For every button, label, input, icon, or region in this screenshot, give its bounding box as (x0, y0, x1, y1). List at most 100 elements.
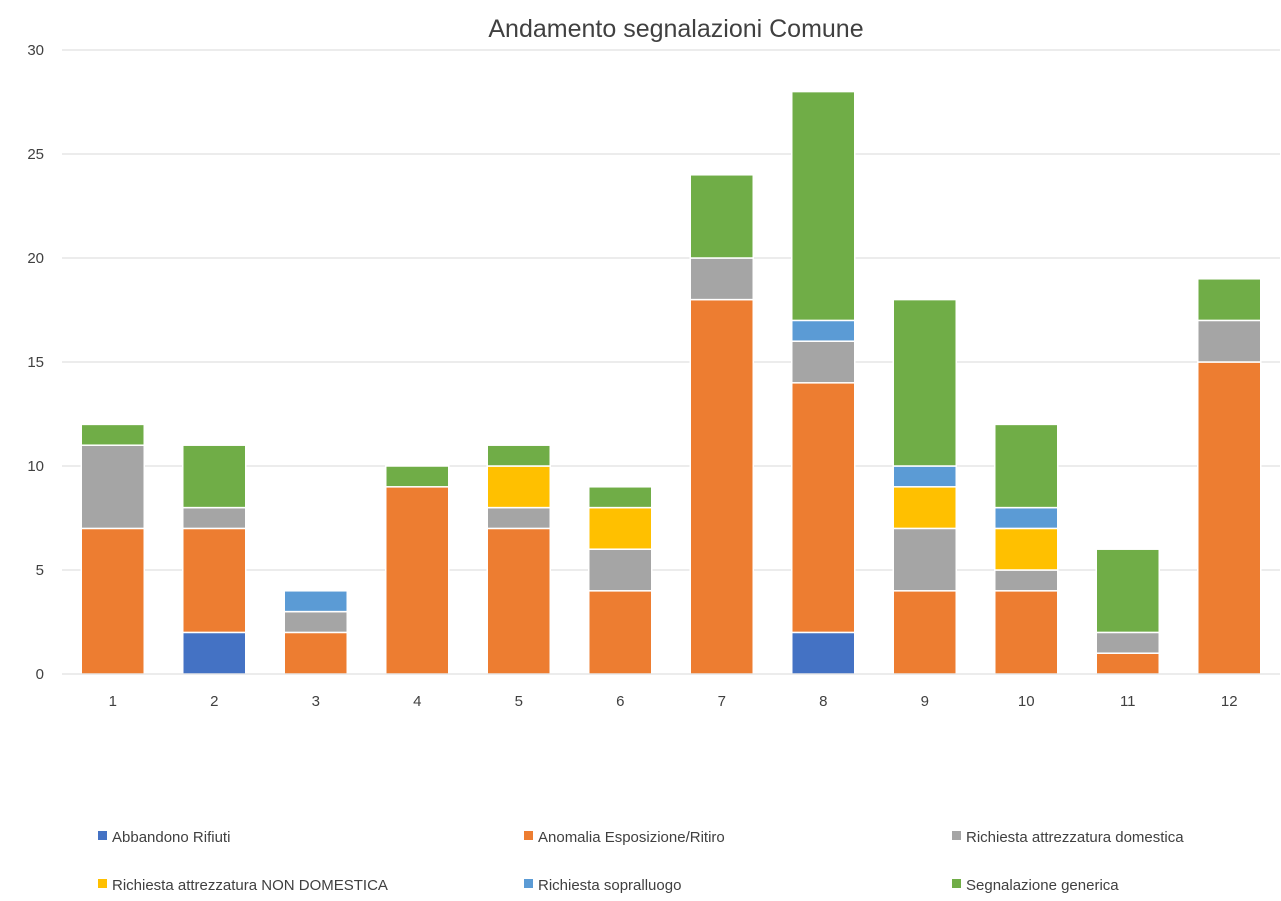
bar-stack-1 (80, 423, 145, 675)
bar-segment-series-5-cat-12 (1197, 278, 1262, 322)
bar-segment-series-1-cat-2 (182, 527, 247, 634)
bar-segment-series-3-cat-10 (994, 527, 1059, 571)
bar-segment-series-5-cat-11 (1095, 548, 1160, 634)
bar-segment-series-2-cat-3 (283, 610, 348, 634)
x-tick-label: 4 (413, 693, 421, 710)
chart-title: Andamento segnalazioni Comune (488, 15, 863, 43)
y-axis-tick-labels: 0 5 10 15 20 25 30 (27, 42, 44, 683)
bar-segment-series-1-cat-6 (588, 590, 653, 675)
bar-segment-series-1-cat-11 (1095, 652, 1160, 675)
bar-segment-series-2-cat-7 (689, 257, 754, 301)
bar-segment-series-5-cat-4 (385, 465, 450, 488)
bar-segment-series-5-cat-10 (994, 423, 1059, 509)
bar-segment-series-1-cat-12 (1197, 361, 1262, 675)
bar-segment-series-5-cat-2 (182, 444, 247, 509)
bar-segment-series-4-cat-3 (283, 590, 348, 613)
x-tick-label: 2 (210, 693, 218, 710)
bar-segment-series-4-cat-8 (791, 319, 856, 342)
bar-stack-2 (182, 444, 247, 675)
legend-label: Abbandono Rifiuti (112, 829, 230, 846)
y-tick-label: 5 (36, 562, 44, 579)
bar-segment-series-1-cat-8 (791, 382, 856, 634)
bar-segment-series-4-cat-9 (892, 465, 957, 488)
bar-segment-series-5-cat-1 (80, 423, 145, 446)
y-tick-label: 15 (27, 354, 44, 371)
x-tick-label: 3 (312, 693, 320, 710)
bar-stack-4 (385, 465, 450, 675)
bar-segment-series-2-cat-12 (1197, 319, 1262, 363)
legend: Abbandono Rifiuti Anomalia Esposizione/Ri… (98, 829, 1184, 894)
bar-segment-series-0-cat-2 (182, 631, 247, 675)
bar-stack-11 (1095, 548, 1160, 675)
x-tick-label: 8 (819, 693, 827, 710)
x-tick-label: 12 (1221, 693, 1238, 710)
bar-stack-5 (486, 444, 551, 675)
x-tick-label: 1 (109, 693, 117, 710)
legend-label: Richiesta attrezzatura domestica (966, 829, 1184, 846)
x-tick-label: 7 (718, 693, 726, 710)
bar-segment-series-2-cat-11 (1095, 631, 1160, 654)
bar-segment-series-5-cat-8 (791, 90, 856, 322)
bar-segment-series-2-cat-8 (791, 340, 856, 384)
bar-stack-10 (994, 423, 1059, 675)
bar-segment-series-1-cat-10 (994, 590, 1059, 675)
bar-stack-3 (283, 590, 348, 675)
legend-label: Richiesta attrezzatura NON DOMESTICA (112, 877, 388, 894)
bar-stack-7 (689, 174, 754, 675)
bar-stack-9 (892, 298, 957, 675)
y-tick-label: 0 (36, 666, 44, 683)
legend-swatch (98, 831, 107, 840)
bar-segment-series-1-cat-4 (385, 486, 450, 675)
legend-label: Richiesta sopralluogo (538, 877, 681, 894)
bar-segment-series-5-cat-9 (892, 298, 957, 467)
gridlines (62, 49, 1280, 571)
y-tick-label: 25 (27, 146, 44, 163)
y-tick-label: 10 (27, 458, 44, 475)
bar-segment-series-5-cat-6 (588, 486, 653, 509)
bar-segment-series-0-cat-8 (791, 631, 856, 675)
bar-segment-series-2-cat-2 (182, 506, 247, 530)
bar-segment-series-2-cat-5 (486, 506, 551, 530)
legend-swatch (524, 879, 533, 888)
legend-swatch (98, 879, 107, 888)
bar-segment-series-2-cat-6 (588, 548, 653, 592)
bar-segment-series-1-cat-5 (486, 527, 551, 675)
bars (80, 90, 1262, 675)
y-tick-label: 20 (27, 250, 44, 267)
x-tick-label: 9 (921, 693, 929, 710)
bar-segment-series-3-cat-6 (588, 506, 653, 550)
legend-swatch (952, 831, 961, 840)
bar-segment-series-1-cat-3 (283, 631, 348, 675)
legend-swatch (952, 879, 961, 888)
bar-segment-series-5-cat-7 (689, 174, 754, 259)
bar-stack-8 (791, 90, 856, 675)
y-tick-label: 30 (27, 42, 44, 59)
legend-item-4: Richiesta sopralluogo (524, 877, 681, 894)
bar-segment-series-1-cat-7 (689, 298, 754, 675)
bar-segment-series-4-cat-10 (994, 506, 1059, 530)
legend-item-1: Anomalia Esposizione/Ritiro (524, 829, 725, 846)
bar-segment-series-2-cat-1 (80, 444, 145, 530)
legend-item-2: Richiesta attrezzatura domestica (952, 829, 1184, 846)
legend-label: Segnalazione generica (966, 877, 1119, 894)
x-tick-label: 11 (1120, 693, 1136, 710)
legend-item-3: Richiesta attrezzatura NON DOMESTICA (98, 877, 388, 894)
bar-segment-series-1-cat-9 (892, 590, 957, 675)
bar-segment-series-2-cat-10 (994, 569, 1059, 592)
x-tick-label: 6 (616, 693, 624, 710)
legend-item-5: Segnalazione generica (952, 877, 1119, 894)
bar-stack-6 (588, 486, 653, 675)
bar-segment-series-2-cat-9 (892, 527, 957, 592)
bar-segment-series-1-cat-1 (80, 527, 145, 675)
x-tick-label: 10 (1018, 693, 1035, 710)
legend-swatch (524, 831, 533, 840)
legend-label: Anomalia Esposizione/Ritiro (538, 829, 725, 846)
bar-segment-series-3-cat-9 (892, 486, 957, 530)
bar-stack-12 (1197, 278, 1262, 675)
x-axis-tick-labels: 1 2 3 4 5 6 7 8 9 10 11 12 (109, 693, 1238, 710)
bar-segment-series-3-cat-5 (486, 465, 551, 509)
x-tick-label: 5 (515, 693, 523, 710)
bar-segment-series-5-cat-5 (486, 444, 551, 467)
